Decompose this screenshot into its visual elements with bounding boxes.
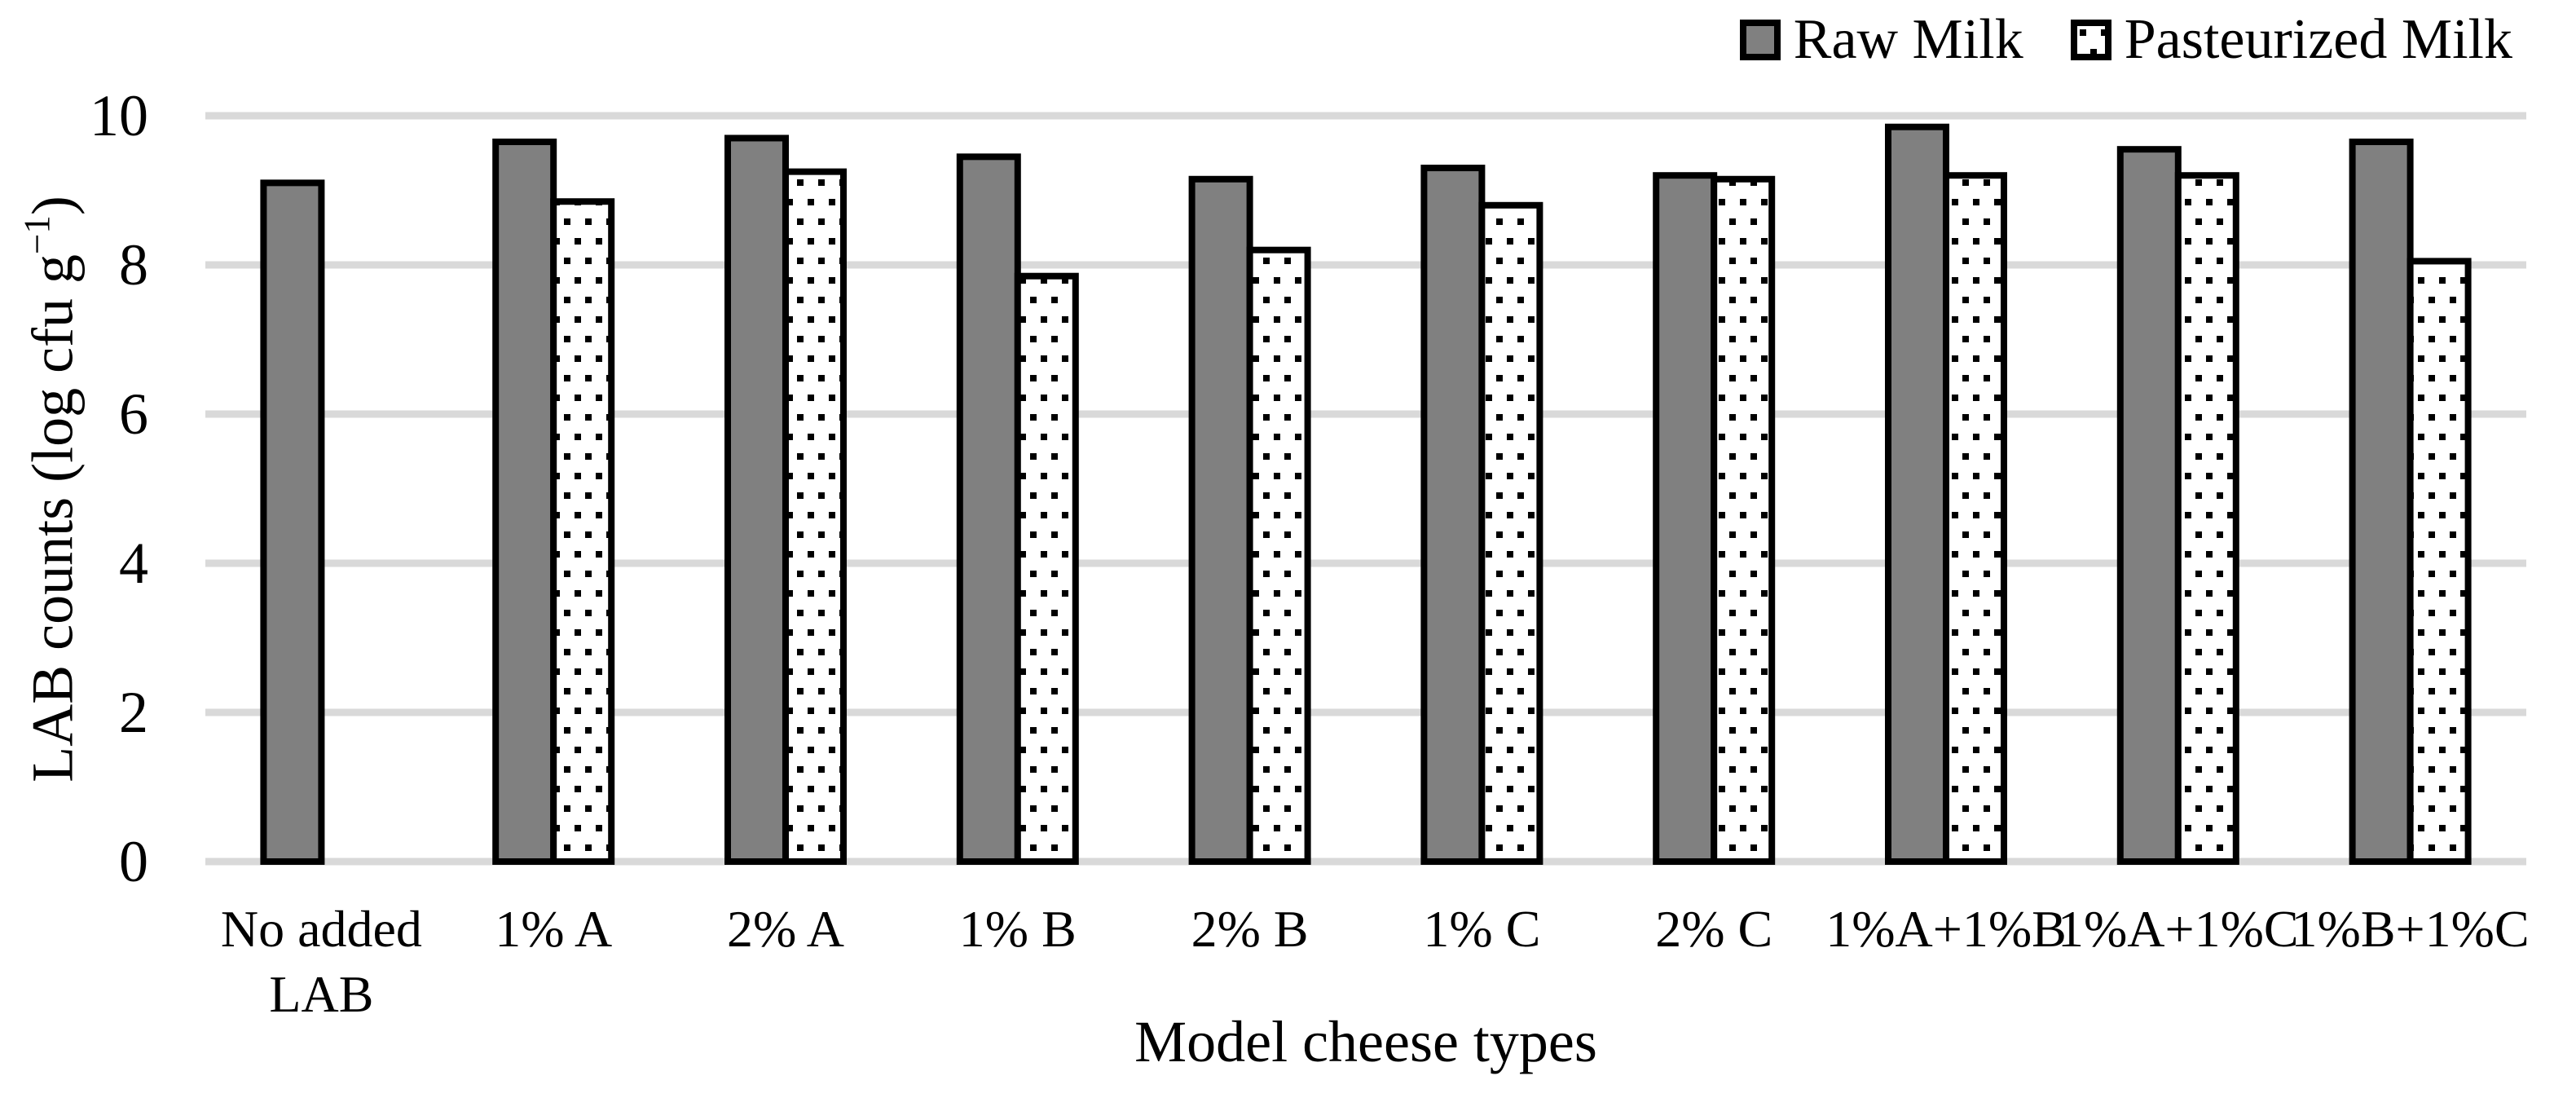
bar-pasteurized-milk-2% C: [1711, 175, 1776, 865]
y-tick-label-2: 2: [119, 680, 148, 745]
legend: Raw Milk Pasteurized Milk: [1739, 8, 2512, 71]
y-axis-title-close: ): [20, 196, 86, 216]
x-axis-title: Model cheese types: [1134, 1009, 1597, 1074]
x-category-label-1% C: 1% C: [1423, 900, 1541, 958]
bar-raw-milk-1% C: [1420, 165, 1486, 866]
x-category-label-No added LAB: No added LAB: [220, 900, 422, 1023]
x-category-label-1% A: 1% A: [495, 900, 613, 958]
y-tick-label-10: 10: [90, 83, 148, 148]
y-tick-label-8: 8: [119, 232, 148, 298]
legend-item-pasteurized-milk: Pasteurized Milk: [2070, 8, 2512, 71]
bar-raw-milk-2% C: [1653, 172, 1718, 865]
bar-raw-milk-2% A: [724, 134, 789, 865]
bar-raw-milk-No added LAB: [260, 179, 325, 866]
bar-raw-milk-1%A+1%C: [2116, 146, 2182, 866]
bar-raw-milk-1%B+1%C: [2349, 139, 2414, 865]
bar-raw-milk-1% B: [956, 153, 1021, 865]
bar-pasteurized-milk-1%B+1%C: [2406, 258, 2472, 865]
bar-pasteurized-milk-2% A: [782, 168, 847, 865]
bar-raw-milk-2% B: [1188, 175, 1253, 865]
bar-pasteurized-milk-1% B: [1014, 272, 1079, 866]
x-category-label-2% B: 2% B: [1191, 900, 1309, 958]
legend-item-raw-milk: Raw Milk: [1739, 8, 2023, 71]
y-tick-label-4: 4: [119, 531, 148, 596]
bar-raw-milk-1% A: [492, 139, 557, 865]
y-tick-label-0: 0: [119, 829, 148, 894]
bar-pasteurized-milk-1% A: [550, 198, 615, 866]
bar-raw-milk-1%A+1%B: [1885, 123, 1949, 866]
x-category-label-2% A: 2% A: [727, 900, 844, 958]
legend-label: Pasteurized Milk: [2124, 8, 2512, 71]
bar-pasteurized-milk-1% C: [1478, 201, 1543, 866]
raw-milk-swatch-icon: [1739, 20, 1781, 60]
x-category-label-1% B: 1% B: [958, 900, 1077, 958]
bar-pasteurized-milk-1%A+1%B: [1943, 172, 2007, 865]
pasteurized-milk-swatch-icon: [2070, 20, 2111, 60]
x-category-label-2% C: 2% C: [1655, 900, 1773, 958]
bars: [260, 123, 2472, 866]
bar-pasteurized-milk-2% B: [1246, 246, 1311, 865]
x-category-label-1%A+1%B: 1%A+1%B: [1825, 900, 2067, 958]
bar-pasteurized-milk-1%A+1%C: [2174, 172, 2239, 865]
x-category-label-1%B+1%C: 1%B+1%C: [2291, 900, 2530, 958]
x-category-label-1%A+1%C: 1%A+1%C: [2057, 900, 2299, 958]
y-tick-label-6: 6: [119, 381, 148, 447]
legend-label: Raw Milk: [1793, 8, 2023, 71]
